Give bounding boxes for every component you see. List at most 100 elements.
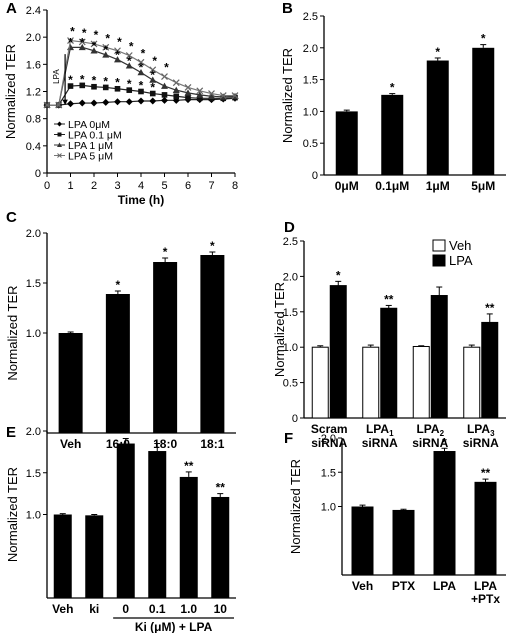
data-point-s3-3 <box>78 38 86 46</box>
data-point-s0-10 <box>161 96 168 104</box>
significance-star-a: * <box>127 54 132 68</box>
x-tick-label-e: 1.0 <box>180 602 197 616</box>
x-tick-label-b: 5μM <box>471 179 495 193</box>
x-tick-label-a: 2 <box>91 180 97 192</box>
y-axis-label-e: Normalized TER <box>5 467 20 562</box>
data-point-s2-4 <box>90 47 98 54</box>
bar-d-veh-0 <box>311 346 329 419</box>
significance-star-a: * <box>129 40 134 54</box>
y-tick-label-d: 1.5 <box>283 307 298 319</box>
significance-star-d: * <box>336 268 341 282</box>
y-tick-label-b: 2.0 <box>303 43 318 55</box>
legend-entry-lpa: LPA <box>449 253 473 268</box>
legend-swatch-veh <box>432 239 446 252</box>
y-tick-label-a: 2.0 <box>26 32 41 44</box>
data-point-s1-3 <box>79 82 86 89</box>
data-point-s2-7 <box>125 62 133 69</box>
bar-b-0 <box>335 111 358 175</box>
y-axis-label-d: Normalized TER <box>272 282 287 377</box>
significance-star-c: * <box>163 245 168 259</box>
bar-d-veh-3 <box>463 346 481 419</box>
x-tick-label-a: 6 <box>185 180 191 192</box>
x-tick-label-f: LPA <box>433 579 456 593</box>
x-tick-label-e: 0 <box>122 602 129 616</box>
x-axis-label-a: Time (h) <box>118 193 164 207</box>
significance-star-a: * <box>127 77 132 91</box>
significance-star-d: ** <box>384 292 394 306</box>
data-point-s2-3 <box>78 43 86 51</box>
panel-letter-d: D <box>284 219 295 236</box>
lpa-annotation-label: LPA <box>52 69 61 84</box>
data-point-s2-12 <box>184 89 192 96</box>
panel-letter-f: F <box>284 430 293 447</box>
data-point-s1-2 <box>67 83 74 89</box>
y-tick-label-a: 0.4 <box>26 141 41 153</box>
data-point-s3-7 <box>125 52 133 59</box>
data-point-s2-9 <box>149 76 157 83</box>
data-point-s1-9 <box>149 90 156 97</box>
data-point-s1-8 <box>138 88 144 95</box>
data-point-s2-13 <box>196 91 204 98</box>
data-point-s0-6 <box>114 98 121 106</box>
y-tick-label-c: 2.0 <box>26 228 41 240</box>
bar-e-5 <box>211 496 230 598</box>
data-point-s1-7 <box>126 87 133 93</box>
bar-f-1 <box>392 509 415 575</box>
bar-d-lpa-1 <box>380 307 398 419</box>
x-tick-label-f: Veh <box>352 579 373 593</box>
significance-star-e: * <box>123 426 128 440</box>
significance-star-a: * <box>164 61 169 75</box>
data-point-s0-4 <box>90 99 98 107</box>
data-point-s0-7 <box>125 98 133 106</box>
significance-star-a: * <box>103 74 108 88</box>
data-point-s0-3 <box>78 99 86 107</box>
data-point-s3-14 <box>208 90 215 97</box>
bar-c-3 <box>200 255 225 433</box>
significance-star-a: * <box>92 39 97 53</box>
data-point-s3-0 <box>43 101 51 109</box>
y-tick-label-e: 1.0 <box>26 510 41 522</box>
y-tick-label-b: 1.0 <box>303 106 318 118</box>
bar-d-veh-1 <box>362 346 380 419</box>
x-tick-label-d: Scram <box>311 422 348 436</box>
panel-letter-b: B <box>282 0 293 17</box>
legend-entry-3: LPA 5 μM <box>68 151 113 163</box>
data-point-s0-2 <box>67 100 74 108</box>
y-axis-label-c: Normalized TER <box>5 285 20 380</box>
x-tick-label2-f: +PTx <box>471 592 500 606</box>
x-tick-label-a: 1 <box>67 180 73 192</box>
data-point-s3-2 <box>67 37 74 44</box>
significance-star-a: * <box>94 28 99 42</box>
legend-marker-2 <box>57 142 62 147</box>
significance-star-a: * <box>115 48 120 62</box>
x-tick-label2-d: siRNA <box>412 436 448 450</box>
y-tick-label-e: 2.0 <box>26 426 41 438</box>
x-tick-label-a: 5 <box>161 180 167 192</box>
significance-star-b: * <box>390 81 395 95</box>
significance-star-a: * <box>103 43 108 57</box>
significance-star-a: * <box>105 32 110 46</box>
data-point-s0-5 <box>102 98 110 106</box>
significance-star-e: ** <box>184 459 194 473</box>
bar-e-2 <box>116 443 135 598</box>
bar-d-lpa-2 <box>430 295 448 419</box>
y-tick-label-a: 1.6 <box>26 59 41 71</box>
data-point-s2-14 <box>208 92 215 100</box>
significance-star-a: * <box>117 35 122 49</box>
bar-e-4 <box>179 476 198 598</box>
y-tick-label-b: 1.5 <box>303 75 318 87</box>
data-point-s0-9 <box>149 97 157 105</box>
x-tick-label-e: 10 <box>214 602 228 616</box>
bar-d-lpa-3 <box>481 321 499 419</box>
y-tick-label-f: 2.0 <box>321 433 336 445</box>
x-tick-label-a: 4 <box>138 180 144 192</box>
bar-f-3 <box>474 481 497 575</box>
y-tick-label-d: 1.0 <box>283 342 298 354</box>
y-tick-label-c: 1.5 <box>26 278 41 290</box>
significance-star-a: * <box>80 72 85 86</box>
data-point-s3-12 <box>184 84 192 91</box>
bar-f-2 <box>433 451 456 575</box>
significance-star-b: * <box>481 32 486 46</box>
x-tick-label-b: 1μM <box>426 179 450 193</box>
data-point-s1-11 <box>173 93 180 100</box>
